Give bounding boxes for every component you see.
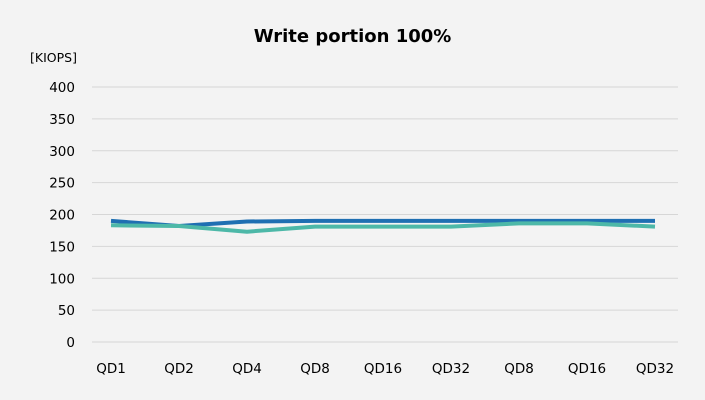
y-tick-label: 400 xyxy=(49,80,75,96)
x-tick-label: QD1 xyxy=(96,361,126,377)
x-tick-label: QD4 xyxy=(232,361,262,377)
x-tick-label: QD16 xyxy=(364,361,402,377)
y-tick-label: 100 xyxy=(49,271,75,287)
y-tick-label: 200 xyxy=(49,208,75,224)
y-tick-label: 300 xyxy=(49,144,75,160)
series-line-2 xyxy=(110,221,656,234)
x-tick-label: QD2 xyxy=(164,361,194,377)
x-tick-label: QD32 xyxy=(432,361,470,377)
y-axis-unit-label: [KIOPS] xyxy=(30,50,77,65)
x-tick-label: QD8 xyxy=(504,361,534,377)
y-tick-label: 150 xyxy=(49,239,75,255)
y-tick-label: 0 xyxy=(66,335,75,351)
x-tick-label: QD8 xyxy=(300,361,330,377)
y-tick-label: 350 xyxy=(49,112,75,128)
chart-title: Write portion 100% xyxy=(253,26,452,47)
x-tick-label: QD16 xyxy=(568,361,606,377)
x-tick-label: QD32 xyxy=(636,361,674,377)
series-line-1 xyxy=(110,218,655,228)
y-tick-label: 250 xyxy=(49,176,75,192)
y-tick-label: 50 xyxy=(58,303,75,319)
